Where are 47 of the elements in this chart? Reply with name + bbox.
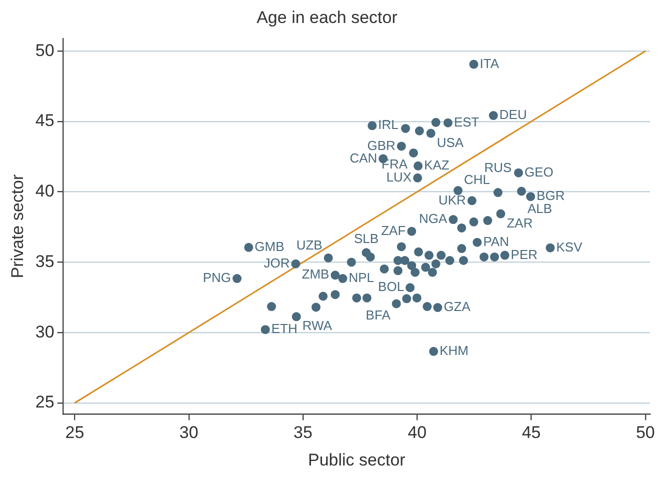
y-tick-label: 45 <box>35 111 54 130</box>
annotation: LUX <box>386 169 412 184</box>
annotation: ZAF <box>381 222 406 238</box>
annotation: CAN <box>350 150 378 166</box>
y-tick-label: 40 <box>35 182 54 201</box>
x-tick-label: 35 <box>294 423 312 442</box>
annotation: ZMB <box>302 266 330 282</box>
annotation: PER <box>510 246 538 262</box>
annotation: GZA <box>444 299 471 314</box>
x-tick-label: 25 <box>65 423 84 442</box>
annotation: RWA <box>302 318 332 334</box>
annotation: BGR <box>536 188 565 204</box>
annotation: DEU <box>499 107 527 122</box>
x-tick-label: 40 <box>408 423 427 442</box>
annotation: KHM <box>440 343 468 358</box>
annotation: ALB <box>527 200 552 216</box>
annotation: NGA <box>419 211 448 226</box>
annotation: IRL <box>378 117 398 132</box>
annotation: ITA <box>480 56 500 71</box>
annotation: BFA <box>366 307 391 322</box>
annotation: JOR <box>264 255 290 270</box>
y-axis-title: Private sector <box>8 174 27 278</box>
y-tick-label: 50 <box>35 40 54 60</box>
annotation: BOL <box>378 279 404 294</box>
x-axis-title: Public sector <box>308 450 406 470</box>
annotation: GBR <box>367 138 396 153</box>
x-tick-label: 45 <box>522 423 541 442</box>
annotation: UZB <box>296 238 322 253</box>
annotation: NPL <box>348 270 374 286</box>
chart-title: Age in each sector <box>256 8 398 27</box>
x-tick-label: 30 <box>179 423 198 442</box>
annotation: ETH <box>271 321 298 336</box>
annotation: KAZ <box>424 157 450 172</box>
annotation: USA <box>436 134 464 150</box>
y-tick-label: 30 <box>35 322 54 342</box>
annotation: SLB <box>354 231 379 246</box>
annotation: PAN <box>483 234 509 249</box>
y-tick-label: 25 <box>35 392 54 412</box>
annotation: KSV <box>556 239 583 254</box>
annotation: UKR <box>438 192 466 208</box>
annotation: ZAR <box>506 215 533 230</box>
y-tick-label: 35 <box>35 252 54 271</box>
x-tick-label: 50 <box>636 423 655 442</box>
annotation: GEO <box>524 164 554 180</box>
annotation: PNG <box>202 270 232 286</box>
annotation: GMB <box>254 238 284 254</box>
annotation: EST <box>454 114 480 130</box>
